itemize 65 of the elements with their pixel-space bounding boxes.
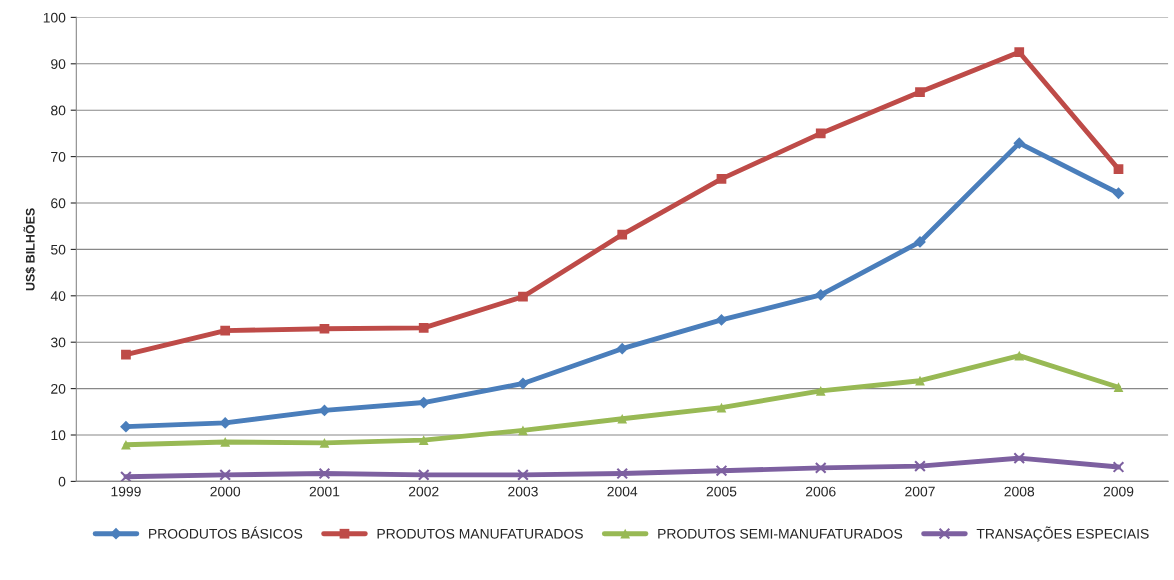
point — [1113, 382, 1124, 393]
point — [417, 469, 430, 481]
point — [120, 470, 132, 482]
point — [716, 174, 727, 184]
y-tick-label: 40 — [50, 291, 66, 301]
point — [616, 342, 629, 355]
point — [121, 439, 131, 450]
point — [318, 467, 331, 480]
y-axis-title: US$ BILHÕES — [23, 208, 36, 291]
point — [418, 435, 429, 445]
point — [814, 288, 827, 301]
x-tick-label: 2007 — [905, 486, 935, 497]
point — [518, 425, 528, 436]
y-tick-label: 60 — [51, 198, 66, 209]
point — [617, 413, 628, 424]
x-tick-label: 2003 — [508, 486, 538, 497]
y-tick-label: 0 — [58, 476, 66, 487]
legend-label: PROODUTOS BÁSICOS — [149, 526, 303, 539]
point — [815, 386, 826, 396]
y-tick-label: 100 — [43, 12, 66, 23]
point — [319, 323, 330, 334]
y-tick-label: 90 — [51, 59, 66, 69]
x-tick-label: 2002 — [408, 486, 439, 497]
point — [517, 377, 529, 390]
point — [1013, 452, 1026, 465]
point — [915, 375, 925, 386]
y-tick-label: 20 — [51, 383, 66, 394]
legend-label: PRODUTOS MANUFATURADOS — [377, 528, 583, 539]
y-tick-label: 80 — [51, 105, 66, 116]
point — [715, 464, 728, 477]
point — [1112, 461, 1125, 473]
point — [715, 314, 728, 326]
x-tick-label: 2004 — [607, 486, 638, 497]
x-tick-label: 2000 — [210, 486, 241, 497]
point — [319, 438, 330, 448]
point — [121, 349, 131, 360]
point — [616, 467, 629, 480]
point — [418, 322, 429, 333]
point — [617, 229, 628, 240]
point — [219, 469, 232, 481]
point — [915, 87, 925, 97]
point — [1113, 164, 1124, 174]
point — [1014, 350, 1025, 361]
x-tick-label: 2001 — [309, 486, 340, 497]
point — [220, 325, 231, 336]
y-tick-label: 10 — [51, 430, 66, 441]
point — [1013, 137, 1026, 150]
point — [815, 128, 826, 139]
point — [1112, 187, 1125, 200]
y-tick-label: 30 — [50, 337, 66, 348]
y-tick-label: 50 — [51, 244, 66, 255]
legend-label: TRANSAÇÕES ESPECIAIS — [976, 526, 1149, 542]
point — [220, 437, 231, 447]
x-tick-label: 2006 — [805, 486, 836, 497]
x-tick-label: 1999 — [111, 486, 141, 497]
point — [914, 460, 926, 472]
x-tick-label: 2009 — [1103, 486, 1134, 497]
point — [518, 291, 528, 302]
point — [814, 462, 827, 474]
point — [517, 469, 529, 481]
point — [1014, 47, 1025, 58]
legend-label: PRODUTOS SEMI-MANUFATURADOS — [658, 528, 903, 539]
y-tick-label: 70 — [51, 151, 66, 162]
x-tick-label: 2008 — [1004, 486, 1035, 497]
x-tick-label: 2005 — [706, 486, 737, 497]
